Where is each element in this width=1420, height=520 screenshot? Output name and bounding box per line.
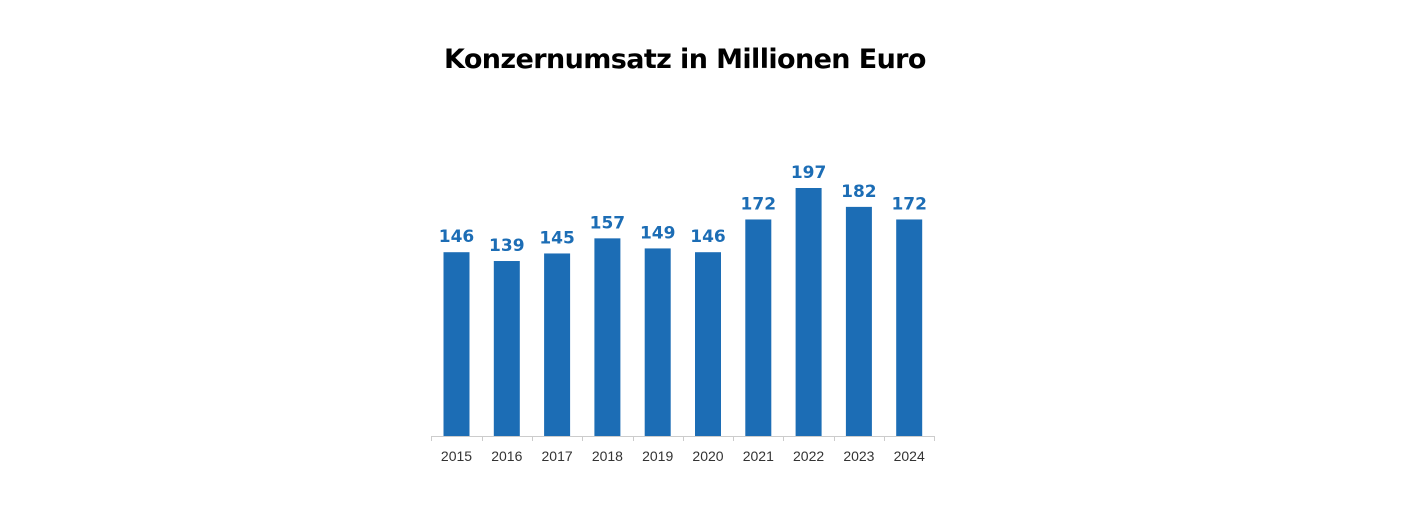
bar-2024: [896, 219, 923, 436]
value-label-2015: 146: [439, 227, 475, 247]
value-label-2016: 139: [489, 236, 525, 256]
x-tick-label-2018: 2018: [592, 448, 623, 464]
bar-2020: [695, 252, 721, 436]
value-label-2024: 172: [891, 194, 927, 214]
x-tick-label-2015: 2015: [441, 448, 472, 464]
bar-2019: [644, 248, 671, 436]
bar-2022: [795, 188, 822, 436]
x-tick-label-2017: 2017: [542, 448, 573, 464]
x-tick-label-2019: 2019: [642, 448, 673, 464]
chart-title: Konzernumsatz in Millionen Euro: [444, 44, 926, 75]
x-tick-label-2021: 2021: [743, 448, 774, 464]
value-label-2020: 146: [690, 227, 726, 247]
x-tick-label-2020: 2020: [692, 448, 723, 464]
value-label-2023: 182: [841, 182, 877, 202]
bar-2015: [443, 252, 470, 436]
x-tick-label-2023: 2023: [843, 448, 874, 464]
bar-2016: [493, 261, 520, 436]
x-tick-label-2016: 2016: [491, 448, 522, 464]
bar-2017: [544, 253, 571, 436]
x-tick-label-2024: 2024: [894, 448, 925, 464]
value-label-2018: 157: [590, 213, 626, 233]
value-label-2022: 197: [791, 163, 827, 183]
bar-2018: [594, 238, 621, 436]
bar-2021: [745, 219, 772, 436]
x-tick-label-2022: 2022: [793, 448, 824, 464]
value-label-2019: 149: [640, 223, 676, 243]
bar-2023: [845, 206, 872, 436]
value-label-2017: 145: [539, 228, 575, 248]
value-label-2021: 172: [741, 194, 777, 214]
